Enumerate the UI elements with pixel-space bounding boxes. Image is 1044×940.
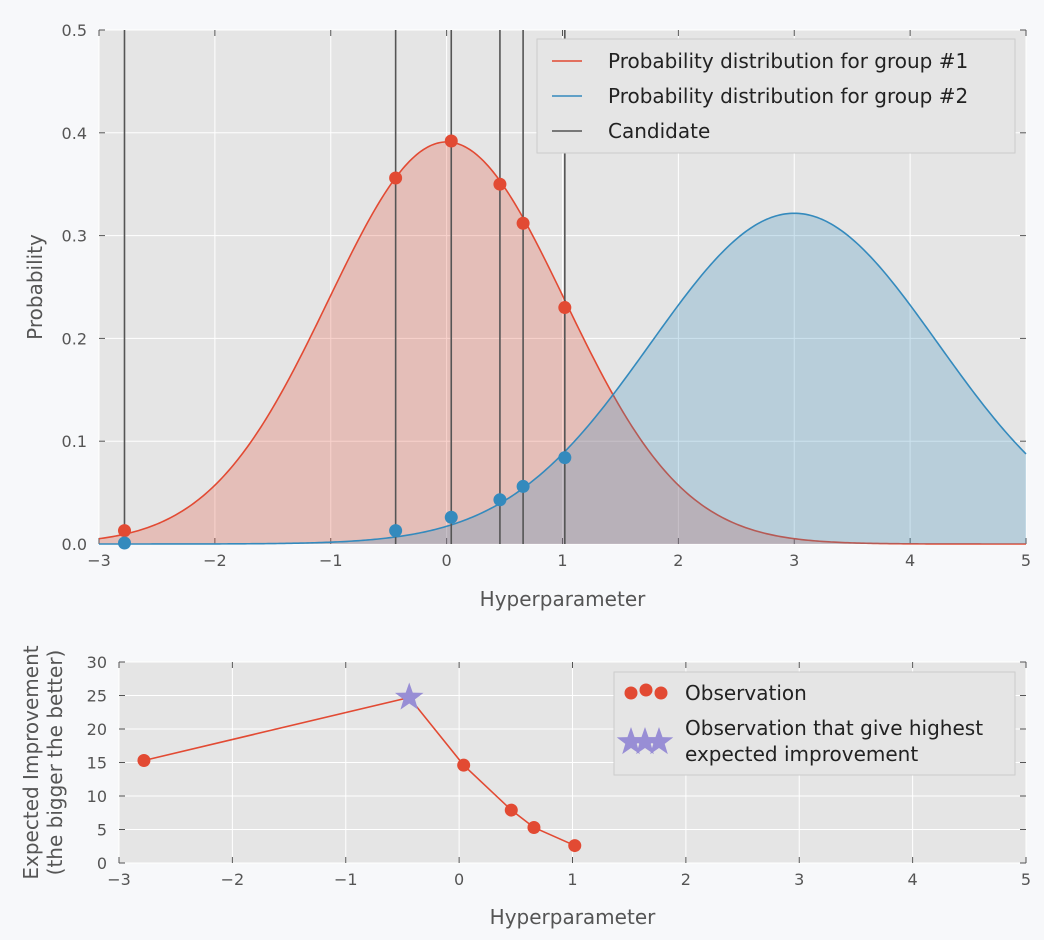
point-group-1 (117, 524, 131, 538)
legend-box (613, 671, 1016, 776)
legend-label: Probability distribution for group #2 (608, 84, 968, 108)
y-tick-label: 0.4 (62, 124, 87, 143)
point-group-1 (493, 177, 507, 191)
y-tick-label: 0.5 (62, 21, 87, 40)
y-tick-label: 15 (87, 754, 107, 773)
point-group-2 (389, 524, 403, 538)
y-tick-label: 30 (87, 653, 107, 672)
legend-label-line-1: Observation that give highest (685, 716, 983, 740)
y-tick-label: 0.0 (62, 535, 87, 554)
x-axis-label: Hyperparameter (490, 905, 656, 929)
y-tick-label: 25 (87, 687, 107, 706)
observation-line (143, 696, 576, 847)
x-tick-label: 2 (673, 551, 683, 570)
observation-points (137, 753, 582, 853)
y-axis-label-line-1: Expected Improvement (19, 645, 43, 879)
legend-label: Probability distribution for group #1 (608, 49, 968, 73)
ticks-2 (118, 661, 1027, 864)
x-tick-label: −3 (107, 870, 131, 889)
y-tick-label: 0.2 (62, 329, 87, 348)
point-group-2 (444, 510, 458, 524)
point-group-2 (117, 536, 131, 550)
x-tick-label: −2 (221, 870, 245, 889)
observation-point (504, 803, 518, 817)
x-tick-label: 1 (567, 870, 577, 889)
legend-swatch-observation (639, 683, 653, 697)
y-tick-label: 10 (87, 787, 107, 806)
x-tick-label: 5 (1021, 551, 1031, 570)
observation-point (457, 758, 471, 772)
x-tick-label: −2 (203, 551, 227, 570)
point-group-1 (558, 301, 572, 315)
point-group-2 (493, 493, 507, 507)
legend-swatch-observation (654, 686, 668, 700)
x-tick-label: 2 (681, 870, 691, 889)
x-tick-label: 3 (789, 551, 799, 570)
legend-swatch-star (616, 727, 646, 755)
legend-label: Observation (685, 681, 807, 705)
chart-1: −3 −2 −1 0 1 2 3 4 5 0.0 0.1 0.2 0.3 0.4 0.5 Hyperparam… (23, 21, 1031, 611)
x-tick-label: −1 (319, 551, 343, 570)
tick-labels-2: −3 −2 −1 0 1 2 3 4 5 0 5 10 15 20 25 30 (87, 653, 1031, 889)
legend-2: Observation Observation that give highest… (613, 671, 1016, 776)
series-fill-2 (99, 213, 1026, 544)
x-tick-label: 1 (557, 551, 567, 570)
legend-swatch-star (644, 727, 674, 755)
y-tick-label: 0.1 (62, 432, 87, 451)
observation-point (137, 753, 151, 767)
observation-point (527, 820, 541, 834)
legend-label-line-2: expected improvement (685, 742, 918, 766)
series-fill-1 (99, 141, 1026, 544)
x-tick-label: 3 (794, 870, 804, 889)
point-group-2 (558, 451, 572, 465)
y-axis-label: Probability (23, 234, 47, 340)
chart-2: −3 −2 −1 0 1 2 3 4 5 0 5 10 15 20 25 30 Hyperparameter Ex… (19, 645, 1031, 929)
point-group-1 (444, 134, 458, 148)
point-group-1 (389, 171, 403, 185)
y-tick-label: 0 (97, 854, 107, 873)
x-tick-label: 0 (454, 870, 464, 889)
legend-swatch-star (630, 727, 660, 755)
series-line-1 (98, 141, 1026, 545)
legend-label: Candidate (608, 119, 710, 143)
x-tick-label: −3 (87, 551, 111, 570)
x-tick-label: 4 (905, 551, 915, 570)
tick-labels-1: −3 −2 −1 0 1 2 3 4 5 0.0 0.1 0.2 0.3 0.4 0.5 (62, 21, 1032, 570)
observation-point (568, 839, 582, 853)
y-tick-label: 20 (87, 720, 107, 739)
legend-1: Probability distribution for group #1 Pro… (536, 38, 1016, 154)
x-tick-label: 4 (908, 870, 918, 889)
x-tick-label: 5 (1021, 870, 1031, 889)
y-axis-label-line-2: (the bigger the better) (43, 650, 67, 876)
x-axis-label: Hyperparameter (480, 587, 646, 611)
x-tick-label: −1 (334, 870, 358, 889)
legend-swatch-observation (624, 686, 638, 700)
y-tick-label: 0.3 (62, 227, 87, 246)
candidate-points (117, 134, 572, 550)
point-group-2 (516, 479, 530, 493)
y-tick-label: 5 (97, 821, 107, 840)
x-tick-label: 0 (442, 551, 452, 570)
point-group-1 (516, 216, 530, 230)
best-observation-star (394, 682, 424, 710)
legend-box (536, 38, 1016, 154)
